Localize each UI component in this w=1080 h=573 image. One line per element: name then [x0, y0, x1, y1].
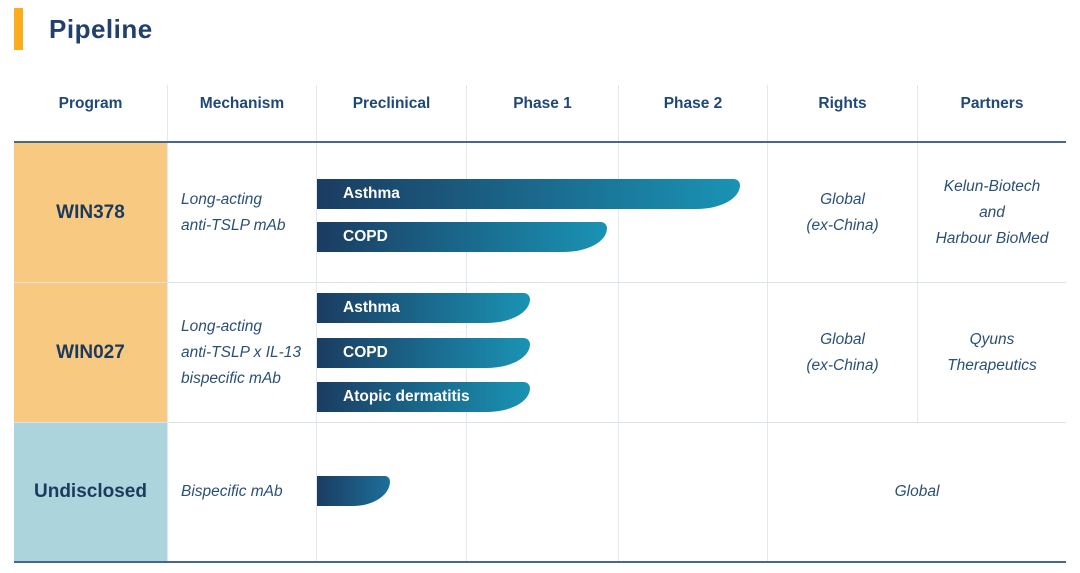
- mechanism-line: Long-acting: [181, 317, 263, 335]
- column-header-phase2: Phase 2: [619, 85, 768, 141]
- phase-cell-phase2: [619, 423, 768, 561]
- table-header-row: Program Mechanism Preclinical Phase 1 Ph…: [14, 85, 1066, 143]
- column-header-rights: Rights: [768, 85, 918, 141]
- partners-line: Therapeutics: [947, 356, 1037, 374]
- mechanism-line: anti-TSLP mAb: [181, 216, 286, 234]
- mechanism-cell: Long-acting anti-TSLP mAb: [168, 143, 317, 282]
- rights-line: (ex-China): [806, 216, 879, 234]
- page-title: Pipeline: [49, 13, 153, 44]
- column-header-partners: Partners: [960, 95, 1024, 112]
- program-cell-win027: WIN027: [14, 283, 168, 422]
- program-cell-undisclosed: Undisclosed: [14, 423, 168, 561]
- pipeline-bar-win027-copd: COPD: [317, 338, 530, 368]
- rights-partners-merged-cell: Global: [768, 423, 1066, 561]
- pipeline-table: Program Mechanism Preclinical Phase 1 Ph…: [14, 85, 1066, 563]
- page-header: Pipeline: [14, 8, 153, 50]
- mechanism-line: anti-TSLP x IL-13: [181, 343, 302, 361]
- partners-cell: Kelun-Biotech and Harbour BioMed: [918, 143, 1066, 282]
- phase-cell-phase2: [619, 283, 768, 422]
- program-label: WIN027: [56, 341, 125, 363]
- partners-cell: Qyuns Therapeutics: [918, 283, 1066, 422]
- program-cell-win378: WIN378: [14, 143, 168, 282]
- mechanism-line: bispecific mAb: [181, 369, 281, 387]
- partners-line: Qyuns: [969, 330, 1015, 348]
- pipeline-bar-win378-asthma: Asthma: [317, 179, 740, 209]
- partners-line: Kelun-Biotech: [943, 177, 1041, 195]
- rights-cell: Global (ex-China): [768, 143, 918, 282]
- table-row-win027: WIN027 Long-acting anti-TSLP x IL-13 bis…: [14, 283, 1066, 423]
- pipeline-bar-win027-atopic-dermatitis: Atopic dermatitis: [317, 382, 530, 412]
- program-label: WIN378: [56, 201, 125, 223]
- table-row-win378: WIN378 Long-acting anti-TSLP mAb Global …: [14, 143, 1066, 283]
- rights-line: (ex-China): [806, 356, 879, 374]
- phase-cell-phase1: [467, 423, 619, 561]
- title-accent-bar: [14, 8, 23, 50]
- partners-line: Harbour BioMed: [935, 229, 1049, 247]
- phase-cell-phase2: [619, 143, 768, 282]
- column-header-program: Program: [14, 85, 168, 141]
- column-header-phase1: Phase 1: [467, 85, 619, 141]
- rights-line: Global: [820, 190, 865, 208]
- program-label: Undisclosed: [34, 481, 147, 502]
- mechanism-line: Long-acting: [181, 190, 263, 208]
- phase-cell-phase1: [467, 143, 619, 282]
- partners-line: and: [979, 203, 1005, 221]
- rights-line: Global: [820, 330, 865, 348]
- rights-cell: Global (ex-China): [768, 283, 918, 422]
- pipeline-bar-win027-asthma: Asthma: [317, 293, 530, 323]
- pipeline-bar-win378-copd: COPD: [317, 222, 607, 252]
- mechanism-cell: Long-acting anti-TSLP x IL-13 bispecific…: [168, 283, 317, 422]
- rights-line: Global: [894, 483, 940, 500]
- phase-cell-preclinical: [317, 423, 467, 561]
- table-row-undisclosed: Undisclosed Bispecific mAb Global: [14, 423, 1066, 563]
- column-header-mechanism: Mechanism: [168, 85, 317, 141]
- mechanism-cell: Bispecific mAb: [168, 423, 317, 561]
- column-header-preclinical: Preclinical: [317, 85, 467, 141]
- phase-cell-preclinical: [317, 143, 467, 282]
- phase-cell-phase1: [467, 283, 619, 422]
- mechanism-line: Bispecific mAb: [181, 483, 283, 500]
